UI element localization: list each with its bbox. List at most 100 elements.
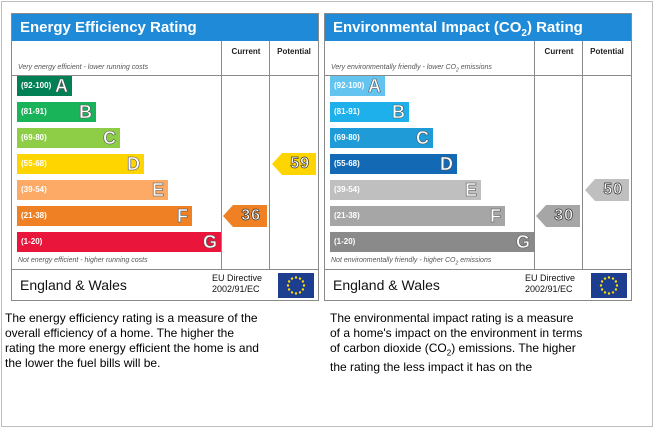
band-range: (55-68) bbox=[334, 159, 360, 168]
env-region: England & Wales bbox=[333, 277, 440, 293]
band-letter: D bbox=[127, 154, 141, 175]
env-bottom-caption: Not environmentally friendly - higher CO… bbox=[331, 257, 491, 266]
band-letter: B bbox=[79, 102, 93, 123]
band-letter: F bbox=[177, 206, 189, 227]
energy-footer-divider bbox=[12, 269, 318, 270]
env-eu-directive: EU Directive 2002/91/EC bbox=[525, 273, 575, 295]
energy-divider-2 bbox=[269, 41, 270, 270]
energy-potential-rating-arrow: 59 bbox=[272, 153, 316, 175]
env-desc-line: of carbon dioxide (CO2) emissions. The h… bbox=[330, 341, 652, 360]
rating-band-e: (39-54) E bbox=[17, 180, 168, 200]
band-range: (81-91) bbox=[21, 107, 47, 116]
band-letter: G bbox=[515, 232, 531, 253]
rating-band-b: (81-91) B bbox=[330, 102, 409, 122]
energy-region: England & Wales bbox=[20, 277, 127, 293]
energy-col-potential: Potential bbox=[277, 47, 311, 56]
energy-efficiency-panel: Energy Efficiency Rating Current Potenti… bbox=[11, 13, 319, 301]
energy-header-row: Current Potential bbox=[12, 41, 318, 76]
env-divider-1 bbox=[534, 41, 535, 270]
energy-col-current: Current bbox=[231, 47, 261, 56]
environment-potential-rating-arrow: 50 bbox=[585, 179, 629, 201]
env-panel-title: Environmental Impact (CO2) Rating bbox=[325, 14, 631, 41]
band-range: (55-68) bbox=[21, 159, 47, 168]
band-letter: F bbox=[490, 206, 502, 227]
env-desc-line: The environmental impact rating is a mea… bbox=[330, 311, 574, 325]
energy-description: The energy efficiency rating is a measur… bbox=[5, 311, 325, 371]
band-letter: C bbox=[416, 128, 430, 149]
band-letter: B bbox=[392, 102, 406, 123]
env-directive-line1: EU Directive bbox=[525, 273, 576, 283]
env-desc-line: the rating the less impact it has on the bbox=[330, 360, 533, 375]
env-title-post: ) Rating bbox=[526, 19, 583, 36]
env-footer-divider bbox=[325, 269, 631, 270]
env-col-potential: Potential bbox=[590, 47, 624, 56]
band-letter: C bbox=[103, 128, 117, 149]
energy-desc-line: rating the more energy efficient the hom… bbox=[5, 341, 259, 355]
current-rating-value: 36 bbox=[241, 207, 261, 225]
env-desc-co2-pre: of carbon dioxide (CO bbox=[330, 341, 447, 355]
env-title-sub: 2 bbox=[521, 28, 527, 39]
env-top-caption: Very environmentally friendly - lower CO… bbox=[331, 64, 492, 73]
environmental-impact-panel: Environmental Impact (CO2) Rating Curren… bbox=[324, 13, 632, 301]
band-range: (69-80) bbox=[334, 133, 360, 142]
energy-directive-line2: 2002/91/EC bbox=[212, 284, 260, 294]
env-top-caption-pre: Very environmentally friendly - lower CO bbox=[331, 64, 457, 71]
energy-directive-line1: EU Directive bbox=[212, 273, 263, 283]
rating-band-c: (69-80) C bbox=[17, 128, 120, 148]
rating-band-g: (1-20) G bbox=[330, 232, 534, 252]
band-range: (1-20) bbox=[21, 237, 43, 246]
env-bottom-caption-pre: Not environmentally friendly - higher CO bbox=[331, 257, 456, 264]
band-letter: A bbox=[55, 76, 69, 97]
rating-band-d: (55-68) D bbox=[330, 154, 457, 174]
rating-band-d: (55-68) D bbox=[17, 154, 144, 174]
band-range: (92-100) bbox=[21, 81, 52, 90]
band-letter: G bbox=[202, 232, 218, 253]
energy-divider-1 bbox=[221, 41, 222, 270]
potential-rating-value: 50 bbox=[603, 181, 623, 199]
energy-eu-directive: EU Directive 2002/91/EC bbox=[212, 273, 262, 295]
rating-band-f: (21-38) F bbox=[330, 206, 505, 226]
band-letter: A bbox=[368, 76, 382, 97]
band-letter: E bbox=[464, 180, 478, 201]
rating-band-e: (39-54) E bbox=[330, 180, 481, 200]
environment-current-rating-arrow: 30 bbox=[536, 205, 580, 227]
env-desc-co2-sub: 2 bbox=[446, 348, 452, 358]
env-desc-line: of a home's impact on the environment in… bbox=[330, 326, 583, 340]
env-top-caption-post: emissions bbox=[458, 64, 492, 71]
energy-bottom-caption: Not energy efficient - higher running co… bbox=[18, 257, 148, 264]
band-range: (21-38) bbox=[334, 211, 360, 220]
current-rating-value: 30 bbox=[554, 207, 574, 225]
potential-rating-value: 59 bbox=[290, 155, 310, 173]
band-range: (21-38) bbox=[21, 211, 47, 220]
band-range: (39-54) bbox=[21, 185, 47, 194]
band-letter: D bbox=[440, 154, 454, 175]
energy-current-rating-arrow: 36 bbox=[223, 205, 267, 227]
band-letter: E bbox=[151, 180, 165, 201]
energy-top-caption: Very energy efficient - lower running co… bbox=[18, 64, 149, 71]
rating-band-a: (92-100) A bbox=[330, 76, 385, 96]
env-header-row: Current Potential bbox=[325, 41, 631, 76]
env-title-pre: Environmental Impact (CO bbox=[333, 19, 522, 36]
eu-flag-icon bbox=[591, 273, 627, 298]
rating-band-b: (81-91) B bbox=[17, 102, 96, 122]
energy-panel-title: Energy Efficiency Rating bbox=[12, 14, 318, 41]
env-bottom-caption-post: emissions bbox=[458, 257, 492, 264]
band-range: (1-20) bbox=[334, 237, 356, 246]
band-range: (92-100) bbox=[334, 81, 365, 90]
env-col-current: Current bbox=[544, 47, 574, 56]
band-range: (81-91) bbox=[334, 107, 360, 116]
env-desc-co2-post: ) emissions. The higher bbox=[451, 341, 576, 355]
eu-flag-icon bbox=[278, 273, 314, 298]
band-range: (39-54) bbox=[334, 185, 360, 194]
env-bottom-caption-sub: 2 bbox=[455, 260, 459, 267]
rating-band-a: (92-100) A bbox=[17, 76, 72, 96]
rating-band-g: (1-20) G bbox=[17, 232, 221, 252]
env-footer: England & Wales EU Directive 2002/91/EC bbox=[325, 270, 631, 300]
energy-desc-line: overall efficiency of a home. The higher… bbox=[5, 326, 235, 340]
env-divider-2 bbox=[582, 41, 583, 270]
energy-footer: England & Wales EU Directive 2002/91/EC bbox=[12, 270, 318, 300]
rating-band-c: (69-80) C bbox=[330, 128, 433, 148]
env-description: The environmental impact rating is a mea… bbox=[330, 311, 652, 375]
energy-desc-line: The energy efficiency rating is a measur… bbox=[5, 311, 258, 325]
